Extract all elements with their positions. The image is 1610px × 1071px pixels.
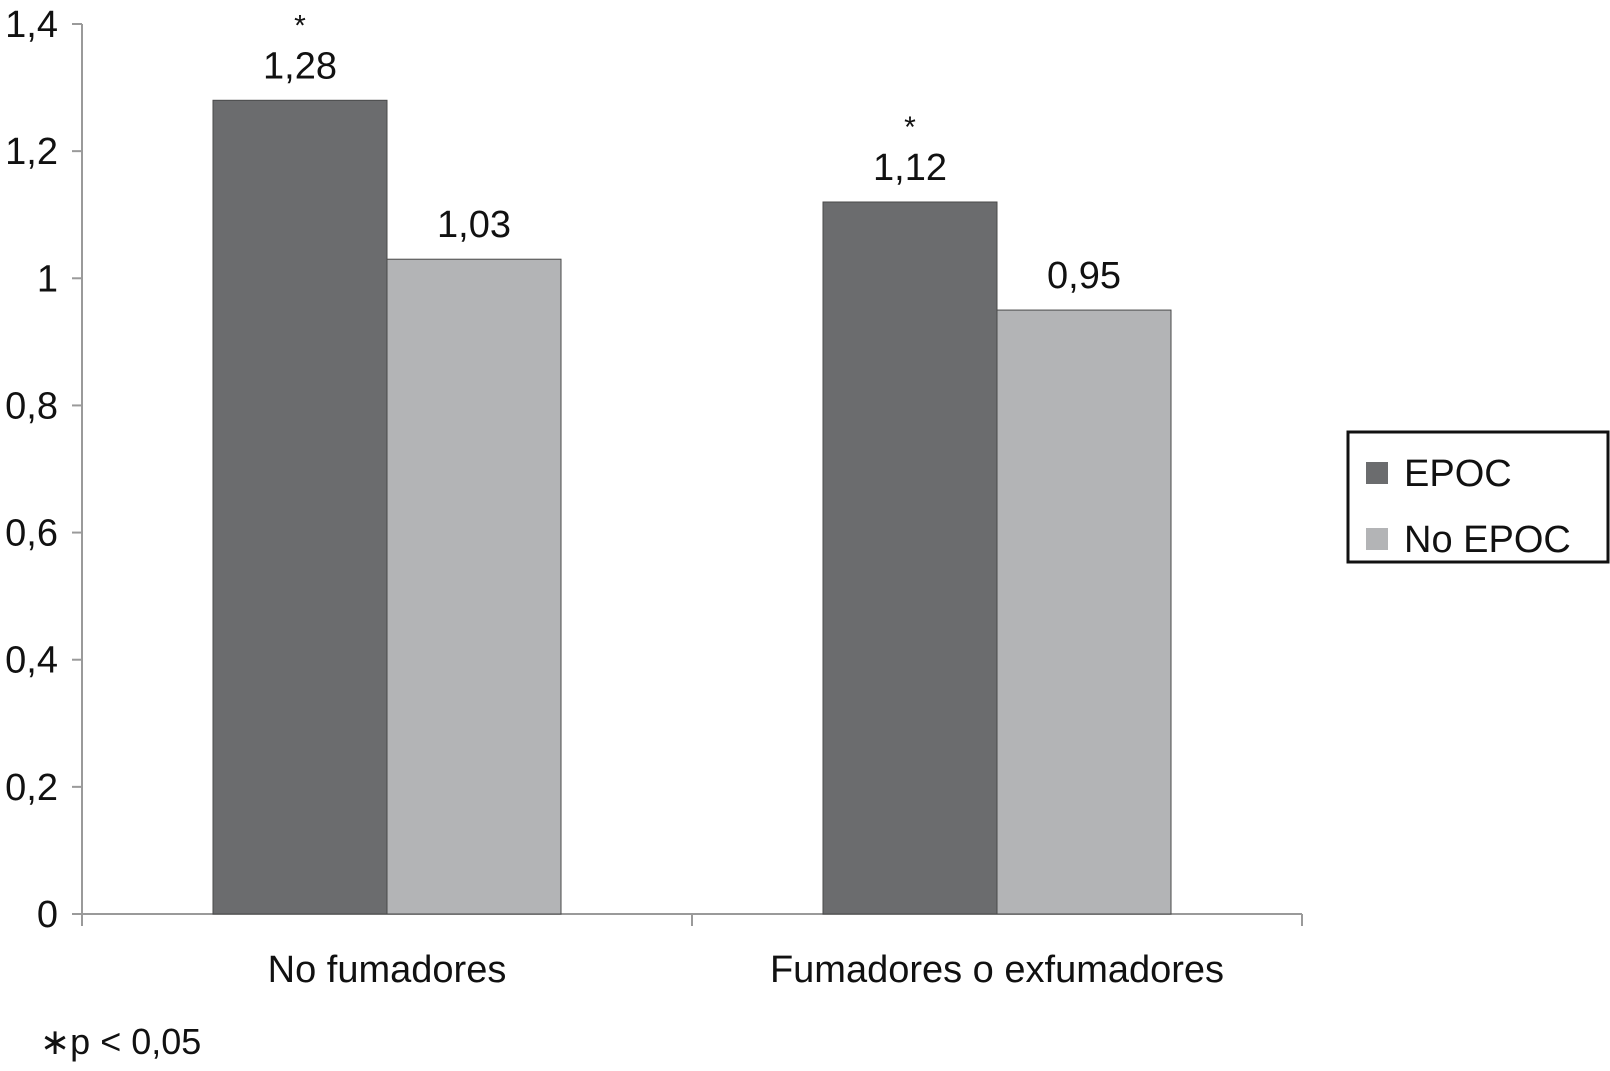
- significance-star: *: [294, 9, 306, 42]
- legend-swatch: [1366, 462, 1388, 484]
- data-label: 1,28: [263, 45, 337, 87]
- bars: [212, 99, 1172, 915]
- y-tick-label: 0,6: [5, 513, 58, 555]
- bar: [822, 201, 998, 915]
- y-tick-label: 1,4: [5, 4, 58, 46]
- bar: [212, 99, 388, 915]
- legend: EPOC No EPOC: [1346, 430, 1610, 564]
- significance-star: *: [904, 111, 916, 144]
- data-label: 1,03: [437, 204, 511, 246]
- y-tick-label: 0: [37, 894, 58, 936]
- y-tick-label: 0,2: [5, 767, 58, 809]
- axes: 0 0,2 0,4 0,6 0,8 1 1,2 1,4 No fumadores Fumadore…: [5, 4, 1303, 991]
- legend-label: No EPOC: [1404, 519, 1571, 561]
- legend-label: EPOC: [1404, 453, 1512, 495]
- legend-box: [1346, 430, 1610, 564]
- bar: [996, 309, 1172, 915]
- y-tick-label: 1: [37, 258, 58, 300]
- significance-footnote: ∗p < 0,05: [40, 1021, 201, 1062]
- data-label: 1,12: [873, 147, 947, 189]
- x-category-label: Fumadores o exfumadores: [770, 949, 1224, 991]
- data-label: 0,95: [1047, 255, 1121, 297]
- bar: [386, 258, 562, 915]
- y-tick-label: 1,2: [5, 131, 58, 173]
- y-tick-label: 0,4: [5, 640, 58, 682]
- x-category-label: No fumadores: [268, 949, 507, 991]
- data-labels: 1,28*1,031,12*0,95: [263, 9, 1121, 297]
- legend-swatch: [1366, 528, 1388, 550]
- y-tick-label: 0,8: [5, 385, 58, 427]
